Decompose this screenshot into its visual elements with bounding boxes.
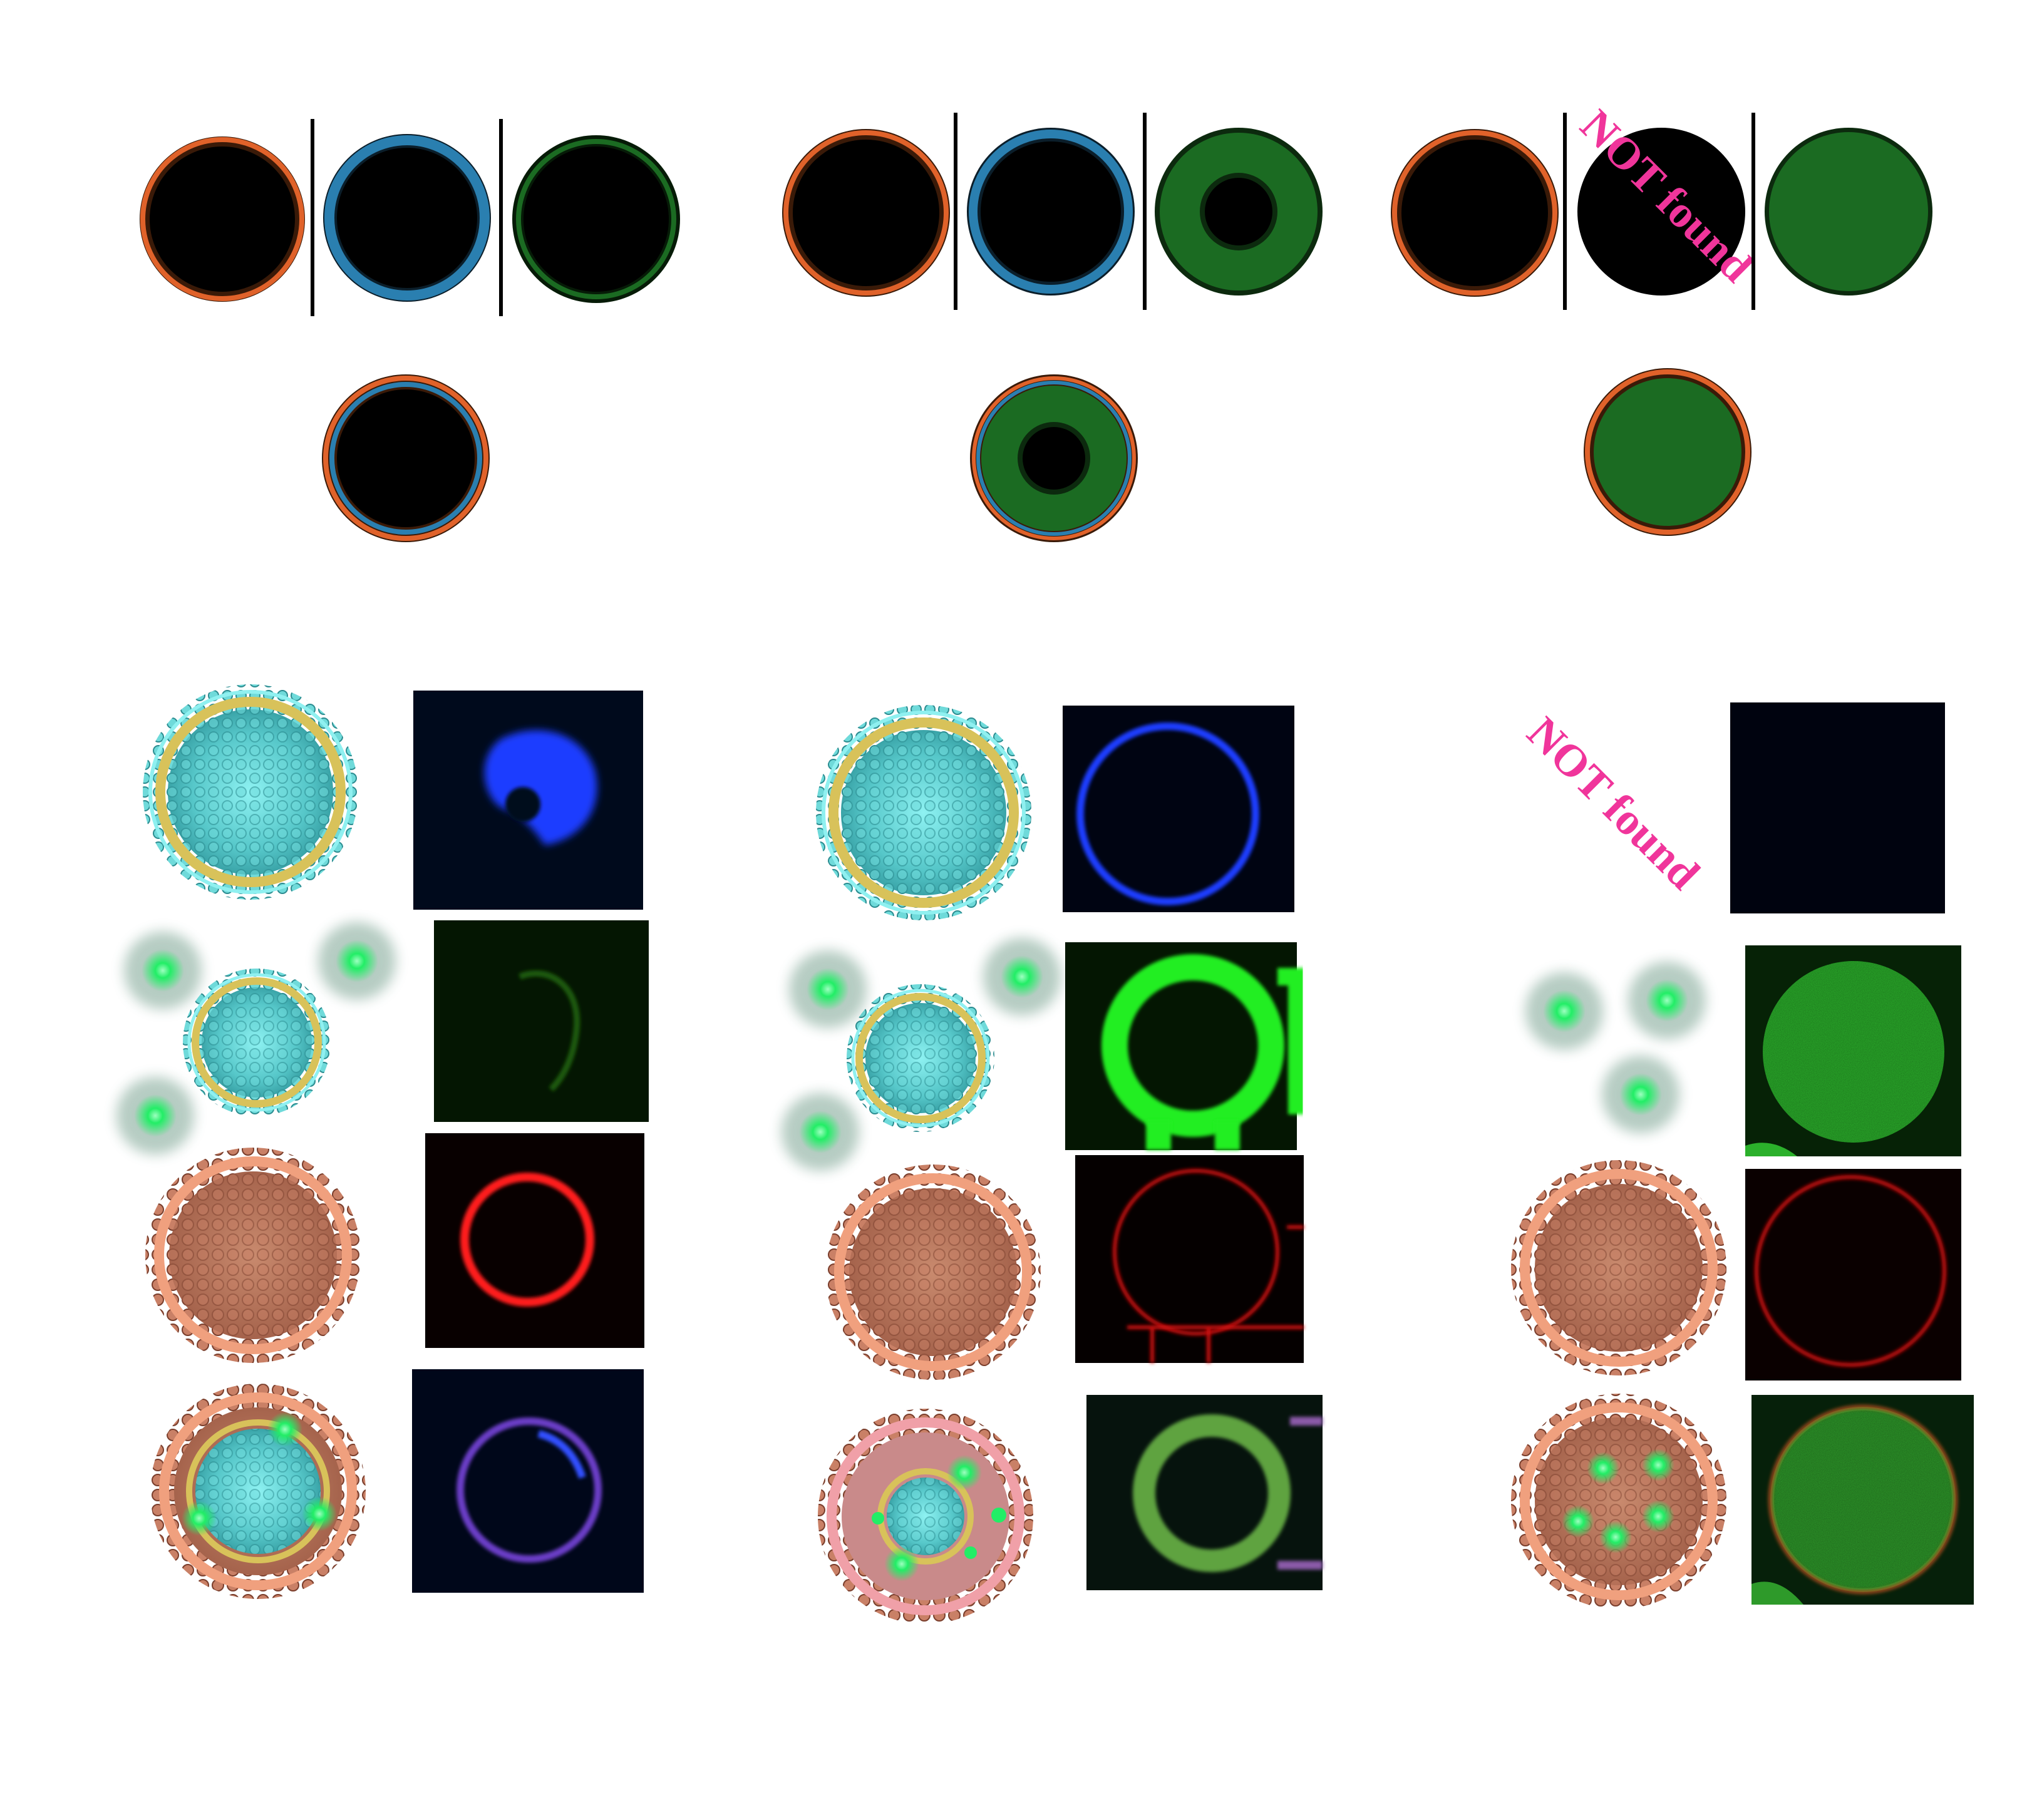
green-particle-icon [1628,962,1706,1039]
green-particle-icon [318,922,396,1000]
bottom-micrograph-panel: NOT found [116,684,1974,1624]
green-particle-icon [124,932,202,1009]
green-fluorescence-micrograph [1745,945,1961,1156]
dark-empty-micrograph [1730,702,1945,913]
cyan-liposome-with-particles-illustration [847,984,994,1132]
cyan-liposome-with-particles-illustration [183,969,331,1116]
not-found-label-bottom: NOT found [1518,707,1710,899]
red-fluorescence-micrograph [425,1133,644,1348]
red-fluorescence-micrograph [1745,1169,1961,1380]
blue-ring-vesicle [967,128,1135,296]
green-particle-icon [116,1077,194,1154]
merged-vesicle [322,374,490,542]
red-fluorescence-micrograph [1075,1155,1304,1363]
divider [499,119,503,316]
orange-ring-vesicle [1391,129,1559,297]
green-ring-vesicle [512,135,680,303]
nested-liposome-illustration [818,1409,1033,1624]
nested-liposome-illustration [150,1384,366,1599]
blue-ring-vesicle [323,134,491,302]
orange-ring-vesicle [782,129,950,297]
schematic-group-1 [140,119,680,542]
divider [1751,113,1755,310]
green-particle-icon [983,938,1061,1015]
merged-fluorescence-micrograph [1086,1395,1323,1590]
green-particle-icon [789,950,867,1028]
green-particle-icon [782,1093,859,1171]
cyan-liposome-illustration [143,684,358,900]
orange-ring-vesicle [140,136,305,302]
schematic-group-3: NOT found [1391,100,1932,536]
green-fluorescence-micrograph [434,920,649,1122]
green-particles-illustration [1525,962,1706,1133]
schematic-group-2 [782,113,1323,542]
divider [1143,113,1147,310]
merged-green-donut-vesicle [970,374,1138,542]
divider [954,113,957,310]
salmon-liposome-with-particles-illustration [1511,1394,1726,1609]
green-fluorescence-micrograph [1065,942,1306,1150]
green-particle-icon [1525,972,1603,1050]
salmon-liposome-illustration [145,1148,361,1363]
salmon-liposome-illustration [825,1164,1041,1380]
top-schematic-panel: NOT found [140,100,1932,542]
green-donut-vesicle [1155,128,1323,296]
divider [1563,113,1567,310]
merged-fluorescence-micrograph [412,1369,644,1593]
green-filled-vesicle [1765,128,1932,296]
divider [311,119,314,316]
salmon-liposome-illustration [1511,1160,1726,1375]
cyan-liposome-illustration [816,705,1031,920]
merged-green-filled-vesicle [1584,368,1751,536]
blue-fluorescence-micrograph [413,691,643,910]
blue-fluorescence-micrograph [1063,706,1294,912]
merged-fluorescence-micrograph [1751,1395,1974,1605]
black-vesicle [1577,128,1745,296]
green-particle-icon [1602,1056,1679,1133]
